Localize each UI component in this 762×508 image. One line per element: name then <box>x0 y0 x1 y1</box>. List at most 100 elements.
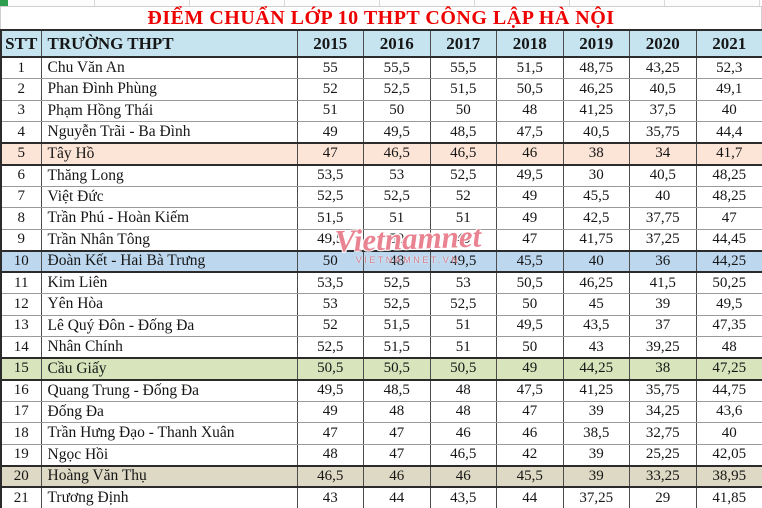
score-cell: 46,25 <box>562 271 630 294</box>
score-cell: 37,25 <box>562 486 630 508</box>
table-row: 21 Trương Định 43 44 43,5 44 37,25 29 41,85 <box>0 486 762 508</box>
score-cell: 39 <box>562 400 630 423</box>
table-row: 1 Chu Văn An 55 55,5 55,5 51,5 48,75 43,25 52,3 <box>0 56 762 79</box>
table-row: 18 Trần Hưng Đạo - Thanh Xuân 47 47 46 46 38,5… <box>0 422 762 445</box>
score-cell: 52 <box>296 78 364 101</box>
table-row: 12 Yên Hòa 53 52,5 52,5 50 45 39 49,5 <box>0 293 762 316</box>
score-cell: 49,5 <box>496 314 564 337</box>
table-row: 9 Trần Nhân Tông 49,5 50 49 47 41,75 37,25 44,45 <box>0 228 762 251</box>
score-cell: 55 <box>296 56 364 79</box>
table-row: 14 Nhân Chính 52,5 51,5 51 50 43 39,25 48 <box>0 336 762 359</box>
score-cell: 29 <box>629 486 697 508</box>
score-cell: 38,95 <box>695 464 762 488</box>
table-row: 16 Quang Trung - Đống Đa 49,5 48,5 48 47,5 41,… <box>0 379 762 402</box>
school-name-cell: Trần Nhân Tông <box>40 228 298 251</box>
stt-cell: 15 <box>0 357 42 381</box>
score-cell: 30 <box>562 164 630 187</box>
stt-cell: 21 <box>0 486 42 508</box>
score-cell: 43,5 <box>429 486 497 508</box>
school-name-cell: Cầu Giấy <box>40 357 298 381</box>
score-cell: 47,5 <box>496 121 564 144</box>
school-name-cell: Trương Định <box>40 486 298 508</box>
score-cell: 41,75 <box>562 228 630 251</box>
score-cell: 34 <box>629 142 697 166</box>
score-cell: 50,5 <box>429 357 497 381</box>
col-header-2021: 2021 <box>695 29 762 58</box>
stt-cell: 3 <box>0 99 42 122</box>
stt-cell: 4 <box>0 121 42 144</box>
table-row: 13 Lê Quý Đôn - Đống Đa 52 51,5 51 49,5 43,5 37… <box>0 314 762 337</box>
score-cell: 37,5 <box>629 99 697 122</box>
score-cell: 43,6 <box>695 400 762 423</box>
score-cell: 46,5 <box>296 464 364 488</box>
school-name-cell: Tây Hồ <box>40 142 298 166</box>
score-cell: 49 <box>296 400 364 423</box>
score-cell: 48 <box>363 249 431 273</box>
score-cell: 37 <box>629 314 697 337</box>
score-cell: 38 <box>629 357 697 381</box>
table-row: 8 Trần Phú - Hoàn Kiếm 51,5 51 51 49 42,5 37,75… <box>0 207 762 230</box>
score-cell: 47,35 <box>695 314 762 337</box>
score-cell: 51,5 <box>429 78 497 101</box>
score-cell: 47,5 <box>496 379 564 402</box>
stt-cell: 11 <box>0 271 42 294</box>
score-cell: 41,25 <box>562 99 630 122</box>
score-cell: 48,5 <box>363 379 431 402</box>
school-name-cell: Đống Đa <box>40 400 298 423</box>
stt-cell: 5 <box>0 142 42 166</box>
col-header-stt: STT <box>0 29 42 58</box>
score-cell: 49,5 <box>296 379 364 402</box>
score-cell: 47 <box>496 228 564 251</box>
table-row: 3 Phạm Hồng Thái 51 50 50 48 41,25 37,5 40 <box>0 99 762 122</box>
score-cell: 47 <box>296 142 364 166</box>
score-cell: 47 <box>363 422 431 445</box>
school-name-cell: Đoàn Kết - Hai Bà Trưng <box>40 249 298 273</box>
score-cell: 39 <box>562 464 630 488</box>
score-cell: 51 <box>363 207 431 230</box>
score-cell: 45,5 <box>562 185 630 208</box>
stt-cell: 13 <box>0 314 42 337</box>
score-cell: 52,5 <box>296 185 364 208</box>
stt-cell: 12 <box>0 293 42 316</box>
score-cell: 51,5 <box>496 56 564 79</box>
score-cell: 51 <box>296 99 364 122</box>
score-cell: 48,5 <box>429 121 497 144</box>
score-cell: 39,25 <box>629 336 697 359</box>
score-cell: 53 <box>429 271 497 294</box>
score-cell: 52,5 <box>363 271 431 294</box>
table-row: 17 Đống Đa 49 48 48 47 39 34,25 43,6 <box>0 400 762 423</box>
selection-corner-mark <box>0 0 8 6</box>
school-name-cell: Ngọc Hồi <box>40 443 298 466</box>
scores-table: STT TRƯỜNG THPT 2015 2016 2017 2018 2019… <box>0 29 762 508</box>
table-row: 2 Phan Đình Phùng 52 52,5 51,5 50,5 46,25 40,5 4… <box>0 78 762 101</box>
score-cell: 35,75 <box>629 379 697 402</box>
stt-cell: 9 <box>0 228 42 251</box>
school-name-cell: Phan Đình Phùng <box>40 78 298 101</box>
score-cell: 48 <box>363 400 431 423</box>
score-cell: 41,7 <box>695 142 762 166</box>
score-cell: 48 <box>429 379 497 402</box>
stt-cell: 7 <box>0 185 42 208</box>
score-cell: 47,25 <box>695 357 762 381</box>
school-name-cell: Trần Phú - Hoàn Kiếm <box>40 207 298 230</box>
score-cell: 50,5 <box>496 78 564 101</box>
score-cell: 50 <box>363 228 431 251</box>
table-row: 6 Thăng Long 53,5 53 52,5 49,5 30 40,5 48,25 <box>0 164 762 187</box>
score-cell: 51 <box>429 207 497 230</box>
score-cell: 52 <box>296 314 364 337</box>
score-cell: 53,5 <box>296 271 364 294</box>
score-cell: 43 <box>296 486 364 508</box>
score-cell: 39 <box>562 443 630 466</box>
score-cell: 46 <box>429 464 497 488</box>
score-cell: 49 <box>496 357 564 381</box>
score-cell: 45 <box>562 293 630 316</box>
table-row: 4 Nguyễn Trãi - Ba Đình 49 49,5 48,5 47,5 40,5… <box>0 121 762 144</box>
stt-cell: 6 <box>0 164 42 187</box>
stt-cell: 16 <box>0 379 42 402</box>
table-body: 1 Chu Văn An 55 55,5 55,5 51,5 48,75 43,25 52,3 2… <box>0 56 762 508</box>
score-cell: 40,5 <box>629 164 697 187</box>
score-cell: 50 <box>496 336 564 359</box>
score-cell: 46,5 <box>429 443 497 466</box>
score-cell: 43 <box>562 336 630 359</box>
page-title: ĐIỂM CHUẨN LỚP 10 THPT CÔNG LẬP HÀ NỘI <box>0 6 762 29</box>
